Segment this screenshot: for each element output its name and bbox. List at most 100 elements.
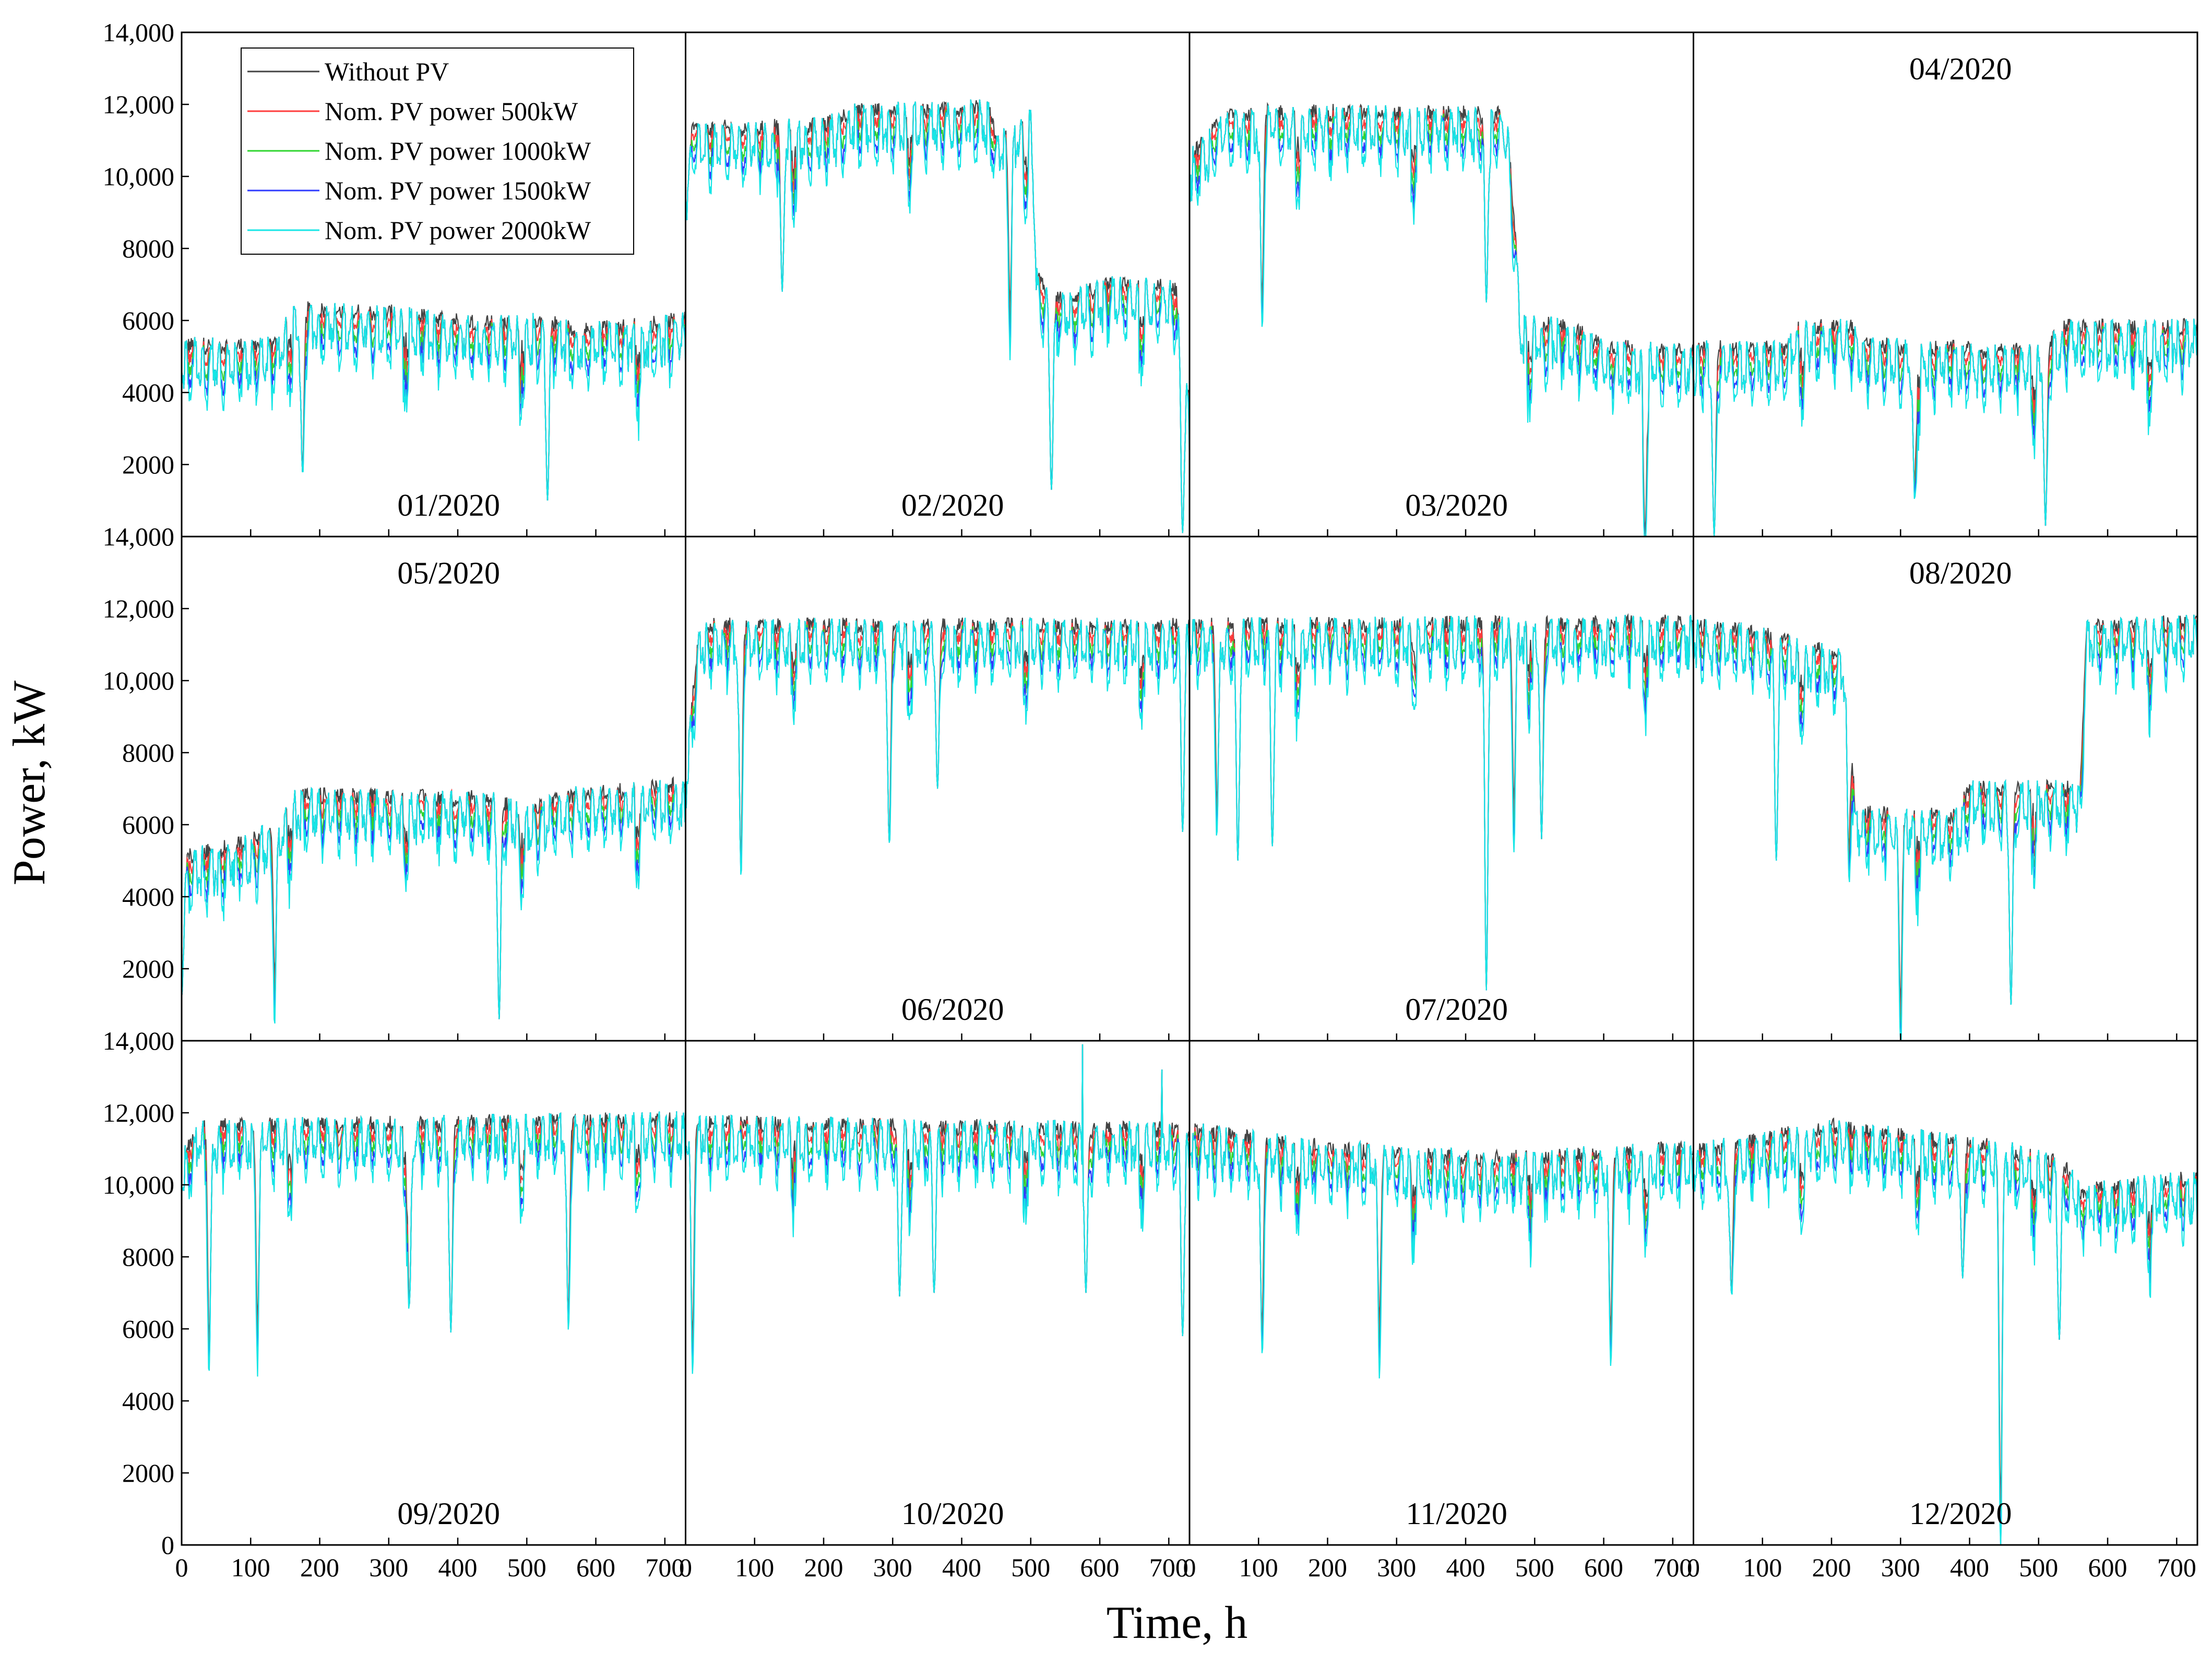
y-tick-label: 2000 <box>122 450 174 479</box>
x-tick-label: 0 <box>175 1553 188 1582</box>
legend-label-1: Without PV <box>325 57 449 86</box>
x-tick-label: 300 <box>873 1553 912 1582</box>
y-tick-label: 8000 <box>122 738 174 767</box>
month-label-1: 01/2020 <box>397 488 500 522</box>
series-line-9-4 <box>182 1111 686 1364</box>
x-tick-label: 500 <box>1515 1553 1554 1582</box>
x-tick-label: 600 <box>1080 1553 1120 1582</box>
panel-12: 12/2020 <box>1693 1040 2198 1546</box>
legend: Without PV Nom. PV power 500kW Nom. PV pow… <box>241 47 634 255</box>
x-tick-label: 100 <box>1239 1553 1278 1582</box>
y-tick-label: 6000 <box>122 306 174 335</box>
series-line-10-4 <box>685 1044 1190 1365</box>
x-tick-label: 0 <box>679 1553 692 1582</box>
x-tick-label: 300 <box>369 1553 408 1582</box>
x-tick-label: 500 <box>1011 1553 1050 1582</box>
month-label-3: 03/2020 <box>1405 488 1508 522</box>
y-tick-label: 10,000 <box>103 1170 175 1199</box>
x-tick-label: 100 <box>231 1553 270 1582</box>
legend-label-4: Nom. PV power 1500kW <box>325 176 591 205</box>
ticks-layer: 200040006000800010,00012,00014,000200040… <box>103 18 2196 1582</box>
month-label-12: 12/2020 <box>1909 1496 2012 1531</box>
month-label-6: 06/2020 <box>901 992 1004 1027</box>
y-tick-label: 8000 <box>122 1242 174 1271</box>
series-line-11-5 <box>1190 1123 1694 1379</box>
x-tick-label: 600 <box>576 1553 615 1582</box>
y-tick-label: 2000 <box>122 1458 174 1488</box>
legend-label-5: Nom. PV power 2000kW <box>325 216 591 245</box>
series-line-9-5 <box>182 1111 686 1377</box>
x-tick-label: 700 <box>645 1553 684 1582</box>
x-tick-label: 300 <box>1881 1553 1920 1582</box>
x-tick-label: 400 <box>1446 1553 1485 1582</box>
panel-frame-11 <box>1188 1040 1694 1546</box>
month-label-8: 08/2020 <box>1909 556 2012 590</box>
y-tick-label: 14,000 <box>103 522 175 551</box>
panel-6: 06/2020 <box>685 536 1191 1042</box>
x-tick-label: 400 <box>1950 1553 1989 1582</box>
x-tick-label: 700 <box>2157 1553 2196 1582</box>
series-line-4-5 <box>1693 318 2197 537</box>
series-line-6-4 <box>685 616 1190 872</box>
series-line-8-5 <box>1693 614 2197 1041</box>
series-line-8-1 <box>1693 614 2197 1005</box>
series-line-1-5 <box>182 303 686 501</box>
y-tick-label: 10,000 <box>103 162 175 191</box>
month-label-9: 09/2020 <box>397 1496 500 1531</box>
panel-frame-8 <box>1693 536 2198 1042</box>
series-line-6-5 <box>685 616 1190 875</box>
panel-9: 09/2020 <box>181 1040 686 1546</box>
series-line-5-5 <box>182 780 686 1024</box>
x-tick-label: 600 <box>2088 1553 2127 1582</box>
month-label-7: 07/2020 <box>1405 992 1508 1027</box>
panels-layer: 01/2020 02/2020 03/2020 04/2020 05/2020 06/20… <box>181 31 2198 1546</box>
series-line-2-4 <box>685 99 1190 533</box>
month-label-4: 04/2020 <box>1909 52 2012 86</box>
series-line-2-5 <box>685 99 1190 533</box>
x-tick-label: 200 <box>1308 1553 1347 1582</box>
x-tick-label: 500 <box>507 1553 546 1582</box>
y-tick-label: 8000 <box>122 234 174 263</box>
panel-3: 03/2020 <box>1188 31 1694 538</box>
x-tick-label: 200 <box>804 1553 843 1582</box>
x-axis-title: Time, h <box>1107 1598 1248 1648</box>
series-line-3-4 <box>1190 104 1694 537</box>
legend-label-2: Nom. PV power 500kW <box>325 97 578 126</box>
y-tick-label: 14,000 <box>103 1026 175 1055</box>
series-line-10-3 <box>685 1044 1190 1357</box>
month-label-10: 10/2020 <box>901 1496 1004 1531</box>
panel-frame-10 <box>685 1040 1191 1546</box>
x-tick-label: 700 <box>1149 1553 1188 1582</box>
series-line-9-3 <box>182 1111 686 1357</box>
panel-frame-12 <box>1693 1040 2198 1546</box>
x-tick-label: 200 <box>1812 1553 1851 1582</box>
series-line-10-1 <box>685 1044 1190 1340</box>
x-tick-label: 400 <box>438 1553 478 1582</box>
x-tick-label: 600 <box>1584 1553 1623 1582</box>
y-tick-label: 10,000 <box>103 666 175 695</box>
y-tick-label: 4000 <box>122 378 174 407</box>
month-label-2: 02/2020 <box>901 488 1004 522</box>
y-tick-label: 4000 <box>122 1386 174 1416</box>
x-tick-label: 100 <box>735 1553 774 1582</box>
x-tick-label: 700 <box>1653 1553 1692 1582</box>
month-label-5: 05/2020 <box>397 556 500 590</box>
x-tick-label: 100 <box>1743 1553 1782 1582</box>
y-tick-label: 0 <box>161 1530 174 1560</box>
series-line-12-5 <box>1693 1120 2197 1545</box>
series-line-6-2 <box>685 616 1190 864</box>
series-line-6-3 <box>685 616 1190 868</box>
panel-frame-7 <box>1188 536 1694 1042</box>
panel-frame-3 <box>1188 31 1694 538</box>
x-tick-label: 0 <box>1183 1553 1196 1582</box>
panel-11: 11/2020 <box>1188 1040 1694 1546</box>
panel-frame-4 <box>1693 31 2198 538</box>
y-tick-label: 2000 <box>122 954 174 983</box>
y-tick-label: 4000 <box>122 882 174 911</box>
x-tick-label: 300 <box>1377 1553 1416 1582</box>
y-tick-label: 12,000 <box>103 1098 175 1127</box>
series-line-7-5 <box>1190 615 1694 991</box>
month-label-11: 11/2020 <box>1406 1496 1507 1531</box>
y-tick-label: 6000 <box>122 1314 174 1343</box>
